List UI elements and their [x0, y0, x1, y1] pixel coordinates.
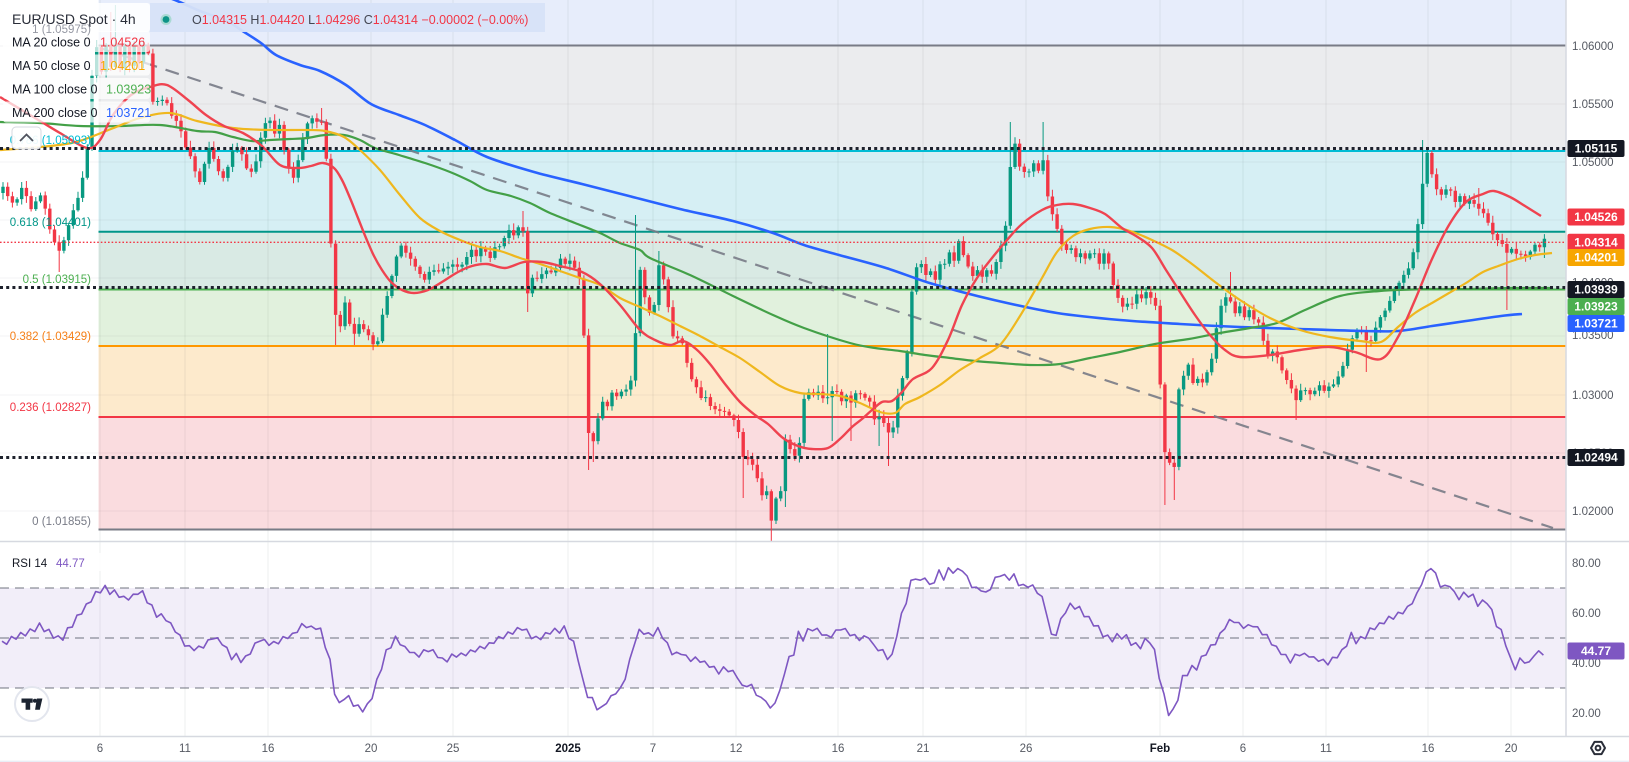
- svg-text:6: 6: [97, 743, 103, 755]
- svg-text:1.03721: 1.03721: [1574, 317, 1618, 331]
- svg-text:2025: 2025: [555, 743, 581, 755]
- svg-text:40.00: 40.00: [1572, 658, 1601, 670]
- svg-text:26: 26: [1020, 743, 1033, 755]
- svg-text:1.03923: 1.03923: [1574, 300, 1618, 314]
- svg-text:60.00: 60.00: [1572, 608, 1601, 620]
- svg-text:1.04201: 1.04201: [100, 59, 145, 73]
- svg-text:1.03939: 1.03939: [1574, 283, 1618, 297]
- svg-text:MA 200 close 0: MA 200 close 0: [12, 106, 98, 120]
- svg-text:O1.04315 H1.04420 L1.04296 C1.: O1.04315 H1.04420 L1.04296 C1.04314 −0.0…: [192, 13, 528, 27]
- svg-text:1.05500: 1.05500: [1572, 99, 1614, 111]
- svg-text:0.5 (1.03915): 0.5 (1.03915): [23, 274, 92, 286]
- svg-text:1.03923: 1.03923: [106, 83, 151, 97]
- svg-text:1 (1.05975): 1 (1.05975): [32, 24, 91, 36]
- svg-text:44.77: 44.77: [1581, 644, 1611, 658]
- svg-text:1.04526: 1.04526: [1574, 210, 1618, 224]
- svg-text:20: 20: [365, 743, 378, 755]
- svg-text:44.77: 44.77: [56, 558, 85, 570]
- svg-text:MA 50 close 0: MA 50 close 0: [12, 59, 91, 73]
- svg-text:Feb: Feb: [1150, 743, 1170, 755]
- svg-text:EUR/USD Spot · 4h: EUR/USD Spot · 4h: [12, 11, 136, 27]
- svg-text:1.06000: 1.06000: [1572, 41, 1614, 53]
- svg-text:20.00: 20.00: [1572, 708, 1601, 720]
- svg-text:1.02494: 1.02494: [1574, 451, 1618, 465]
- svg-text:0.236 (1.02827): 0.236 (1.02827): [10, 402, 91, 414]
- svg-text:7: 7: [650, 743, 656, 755]
- svg-text:12: 12: [730, 743, 743, 755]
- svg-text:1.03000: 1.03000: [1572, 390, 1614, 402]
- svg-text:16: 16: [1422, 743, 1435, 755]
- svg-text:1.05115: 1.05115: [1575, 142, 1618, 156]
- svg-text:1.03500: 1.03500: [1572, 330, 1614, 342]
- svg-text:11: 11: [179, 743, 191, 755]
- svg-text:1.02000: 1.02000: [1572, 506, 1614, 518]
- svg-text:0 (1.01855): 0 (1.01855): [32, 516, 91, 528]
- svg-text:6: 6: [1240, 743, 1246, 755]
- svg-text:20: 20: [1505, 743, 1518, 755]
- svg-text:1.03721: 1.03721: [106, 106, 151, 120]
- svg-text:11: 11: [1320, 743, 1332, 755]
- svg-text:0.382 (1.03429): 0.382 (1.03429): [10, 331, 91, 343]
- svg-text:MA 20 close 0: MA 20 close 0: [12, 36, 91, 50]
- svg-text:MA 100 close 0: MA 100 close 0: [12, 83, 98, 97]
- svg-text:RSI 14: RSI 14: [12, 558, 48, 570]
- svg-text:1.05000: 1.05000: [1572, 157, 1614, 169]
- svg-text:16: 16: [832, 743, 845, 755]
- svg-text:1.04201: 1.04201: [1574, 251, 1618, 265]
- svg-text:1.04526: 1.04526: [100, 36, 145, 50]
- svg-text:16: 16: [262, 743, 275, 755]
- svg-text:0.618 (1.04401): 0.618 (1.04401): [10, 217, 91, 229]
- svg-text:80.00: 80.00: [1572, 558, 1601, 570]
- svg-text:21: 21: [917, 743, 930, 755]
- svg-text:1.04314: 1.04314: [1574, 236, 1618, 250]
- svg-text:25: 25: [447, 743, 460, 755]
